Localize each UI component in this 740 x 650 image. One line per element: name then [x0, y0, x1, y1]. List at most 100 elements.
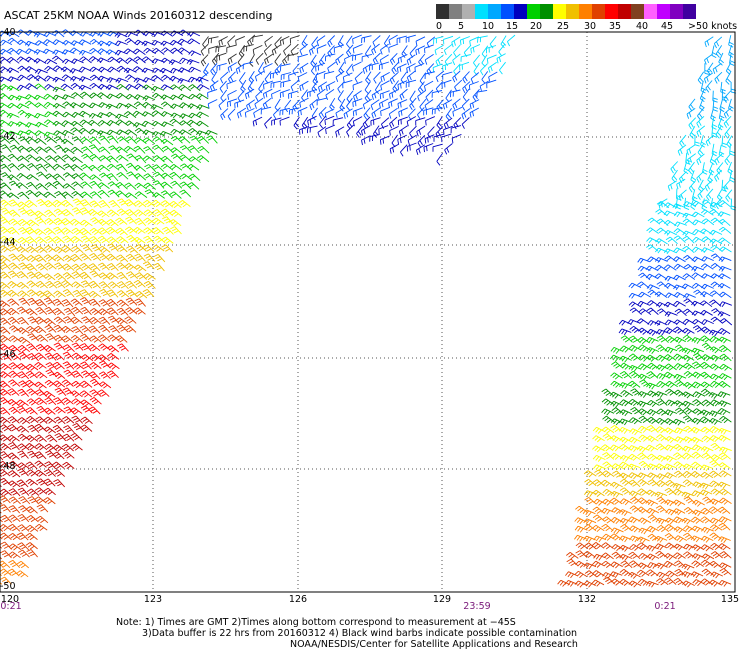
wind-barb — [333, 44, 345, 53]
wind-barb — [98, 371, 111, 380]
wind-barb — [188, 173, 201, 182]
wind-barb — [151, 244, 165, 252]
wind-barb — [216, 52, 227, 62]
wind-barb — [297, 72, 308, 82]
colorbar-label: 40 — [636, 21, 649, 32]
wind-barb — [628, 335, 641, 344]
wind-barb — [619, 553, 633, 561]
wind-barb — [263, 43, 272, 56]
wind-barb — [116, 307, 129, 316]
wind-barb — [17, 549, 30, 558]
wind-barb — [487, 61, 497, 73]
wind-barb — [701, 568, 714, 576]
wind-barb — [718, 506, 731, 514]
wind-barb — [27, 353, 39, 362]
wind-barb — [289, 35, 300, 44]
wind-barb — [162, 216, 174, 225]
wind-barb — [463, 44, 472, 58]
wind-barb — [718, 256, 732, 263]
wind-barb — [36, 171, 49, 180]
wind-barb — [8, 209, 21, 218]
wind-barb — [0, 560, 11, 569]
wind-barb — [243, 44, 254, 52]
wind-barb — [361, 35, 372, 44]
wind-barb — [143, 47, 156, 55]
wind-barb — [344, 54, 354, 64]
wind-barb — [654, 320, 668, 326]
wind-barb — [629, 505, 642, 513]
wind-barb — [283, 43, 292, 56]
wind-barb — [629, 535, 642, 543]
wind-barb — [187, 182, 200, 190]
wind-barb — [462, 71, 470, 84]
wind-barb — [264, 53, 274, 65]
wind-barb — [177, 93, 191, 100]
wind-barb — [97, 57, 110, 64]
note-line-1: Note: 1) Times are GMT 2)Times along bot… — [116, 617, 516, 628]
wind-barb — [672, 418, 686, 426]
wind-barb — [34, 210, 47, 218]
wind-barb — [664, 542, 678, 550]
wind-barb — [34, 496, 47, 504]
wind-barb — [638, 552, 652, 561]
wind-barb — [636, 569, 650, 577]
wind-barb — [454, 79, 463, 92]
wind-barb — [709, 336, 723, 344]
wind-barb — [628, 353, 642, 361]
wind-barb — [664, 409, 678, 417]
wind-barb — [703, 72, 713, 84]
wind-barb — [397, 99, 408, 109]
wind-barb — [17, 327, 30, 335]
wind-barb — [170, 112, 184, 119]
wind-barb — [61, 227, 74, 235]
wind-barb — [713, 36, 723, 49]
wind-barb — [308, 44, 318, 56]
wind-barb — [405, 79, 417, 88]
wind-barb — [691, 265, 705, 272]
wind-barb — [709, 459, 722, 468]
wind-barb — [611, 507, 625, 515]
wind-barb — [718, 336, 731, 344]
wind-barb — [179, 173, 193, 181]
wind-barb — [70, 253, 83, 262]
wind-barb — [78, 127, 92, 135]
wind-barb — [34, 130, 48, 137]
wind-barb — [0, 136, 11, 145]
wind-barb — [9, 144, 22, 153]
wind-barb — [188, 156, 202, 164]
wind-barb — [710, 263, 724, 270]
wind-barb — [683, 496, 696, 504]
wind-barb — [461, 98, 470, 111]
wind-barb — [682, 218, 695, 226]
wind-barb — [674, 535, 688, 543]
wind-barb — [292, 99, 300, 112]
wind-barb — [52, 163, 66, 171]
wind-barb — [676, 178, 686, 190]
wind-barb — [161, 236, 174, 244]
wind-barb — [18, 136, 30, 145]
wind-barb — [159, 67, 173, 74]
lat-label: -40 — [0, 27, 16, 38]
wind-barb — [682, 452, 695, 460]
wind-barb — [406, 70, 416, 83]
wind-barb — [177, 78, 191, 84]
wind-barb — [601, 470, 615, 478]
wind-barb — [79, 76, 92, 82]
wind-barb — [681, 571, 695, 578]
wind-barb — [142, 95, 156, 101]
wind-barb — [575, 550, 588, 558]
wind-barb — [115, 190, 128, 198]
wind-barb — [700, 309, 713, 316]
wind-barb — [161, 47, 174, 55]
wind-barb — [24, 56, 38, 63]
wind-barb — [702, 496, 715, 505]
wind-barb — [691, 256, 705, 263]
wind-barb — [99, 288, 111, 298]
wind-barb — [371, 107, 381, 119]
wind-barb — [645, 444, 659, 452]
wind-barb — [69, 407, 83, 415]
wind-barb — [486, 54, 497, 64]
wind-barb — [0, 66, 12, 73]
wind-barb — [7, 424, 20, 432]
wind-barb — [673, 363, 687, 371]
